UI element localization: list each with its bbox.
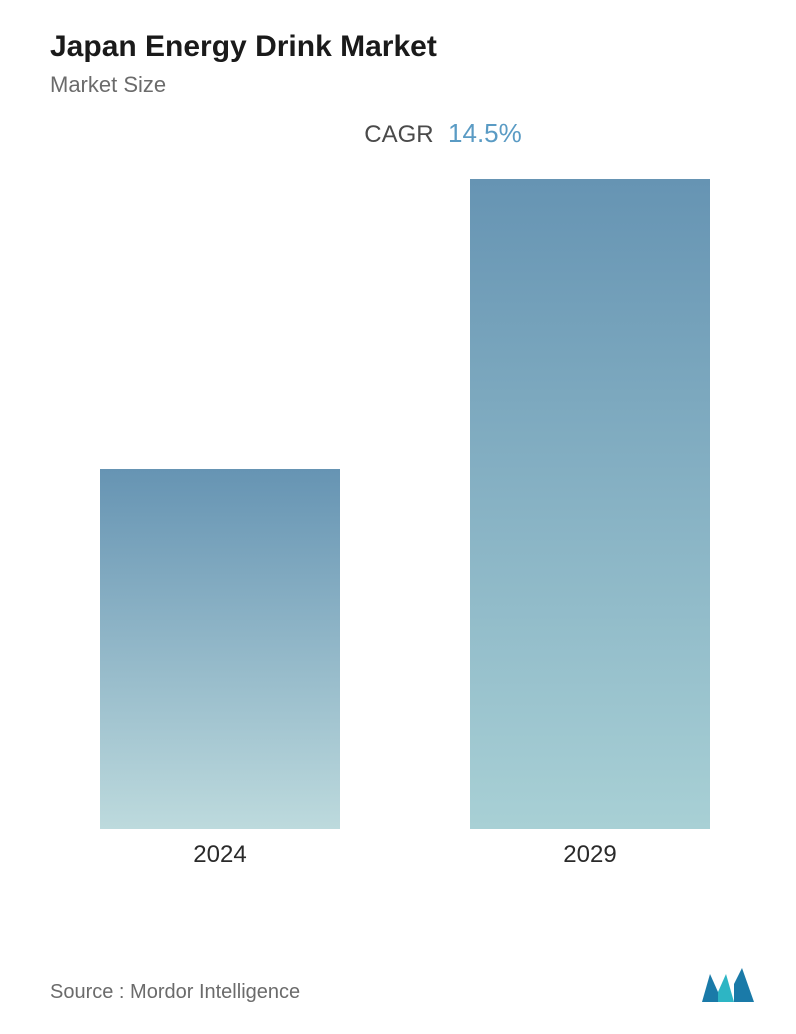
cagr-row: CAGR 14.5% [130,118,756,149]
bar-fill [470,179,710,829]
source-text: Source : Mordor Intelligence [50,981,300,1004]
cagr-label: CAGR [364,121,433,148]
bar-2024: 2024 [100,469,340,829]
bar-label-2029: 2029 [470,841,710,869]
bar-label-2024: 2024 [100,841,340,869]
cagr-value: 14.5% [448,118,522,148]
brand-logo-icon [700,964,756,1004]
chart-subtitle: Market Size [50,72,756,98]
chart-title: Japan Energy Drink Market [50,30,756,64]
chart-container: Japan Energy Drink Market Market Size CA… [0,0,796,1034]
bar-fill [100,469,340,829]
bar-2029: 2029 [470,179,710,829]
footer: Source : Mordor Intelligence [50,964,756,1004]
chart-area: 2024 2029 [70,179,736,879]
